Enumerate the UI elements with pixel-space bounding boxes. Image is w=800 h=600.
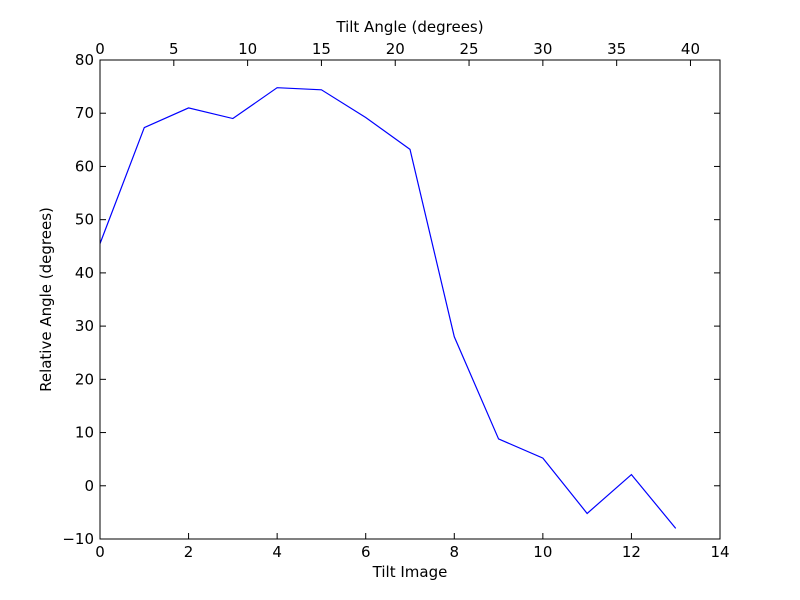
x-tick-label: 8 [450,543,460,561]
y-tick-label: 70 [75,104,94,122]
x2-tick-label: 25 [460,40,479,58]
x-tick-label: 12 [622,543,641,561]
x-tick-label: 2 [184,543,194,561]
plot-frame [99,59,721,540]
x2-tick-label: 10 [238,40,257,58]
x2-tick-label: 0 [95,40,105,58]
x-tick-label: 6 [361,543,371,561]
y-tick-label: 40 [75,264,94,282]
x-tick-label: 0 [95,543,105,561]
x2-tick-label: 35 [607,40,626,58]
x2-tick-label: 40 [681,40,700,58]
y-tick-label: 80 [75,51,94,69]
x2-tick-label: 20 [386,40,405,58]
x2-tick-label: 5 [169,40,179,58]
y-axis-title: Relative Angle (degrees) [37,207,55,392]
y-tick-label: 20 [75,370,94,388]
x-tick-label: 4 [272,543,282,561]
x2-tick-label: 15 [312,40,331,58]
series-line [99,87,677,529]
y-tick-label: 60 [75,157,94,175]
y-tick-label: 10 [75,424,94,442]
y-tick-label: −10 [62,530,94,548]
x-tick-label: 10 [533,543,552,561]
y-tick-label: 0 [84,477,94,495]
x-axis-title: Tilt Image [372,563,448,581]
x2-tick-label: 30 [533,40,552,58]
x-tick-label: 14 [710,543,729,561]
y-tick-label: 30 [75,317,94,335]
y-tick-label: 50 [75,211,94,229]
x2-axis-title: Tilt Angle (degrees) [335,18,483,36]
